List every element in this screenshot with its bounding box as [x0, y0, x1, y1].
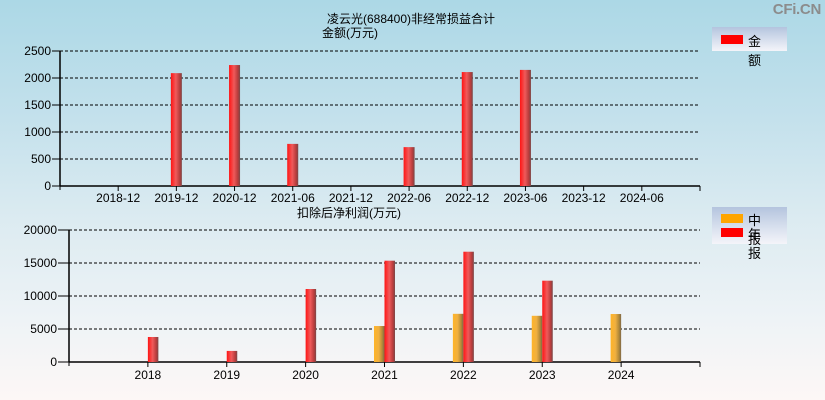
y-tick-label: 0: [50, 355, 57, 369]
y-tick-label: 500: [31, 152, 51, 166]
x-tick-label: 2020-12: [213, 191, 257, 205]
y-tick-label: 2500: [24, 44, 51, 58]
legend-swatch-red: [721, 35, 743, 44]
bar-年报-2021[interactable]: [384, 260, 396, 362]
chart-title: 凌云光(688400)非经常损益合计: [326, 12, 496, 26]
y-tick-label: 20000: [24, 223, 58, 237]
bar-金额-2019-12[interactable]: [170, 73, 182, 186]
x-tick-label: 2018: [135, 368, 162, 382]
legend-label: 金额: [748, 34, 762, 68]
x-tick-label: 2019-12: [154, 191, 198, 205]
bar-中报-2022[interactable]: [452, 313, 464, 362]
x-tick-label: 2023-06: [503, 191, 547, 205]
x-tick-label: 2018-12: [96, 191, 140, 205]
legend-swatch-red: [721, 228, 743, 237]
bar-年报-2020[interactable]: [305, 289, 317, 362]
bar-金额-2022-06[interactable]: [403, 147, 415, 186]
top-chart: 0 500 1000 1500 2000 2500 2018-12 2019-12 2020-1…: [24, 44, 701, 205]
x-tick-label: 2023-12: [562, 191, 606, 205]
x-tick-label: 2021-06: [271, 191, 315, 205]
x-tick-label: 2023: [529, 368, 556, 382]
legend-label: 中报: [748, 213, 762, 247]
bar-中报-2024[interactable]: [610, 314, 622, 362]
bar-金额-2021-06[interactable]: [287, 143, 299, 186]
x-tick-label: 2022-06: [387, 191, 431, 205]
y-tick-label: 15000: [24, 256, 58, 270]
legend-swatch-orange: [721, 214, 743, 223]
bar-金额-2022-12[interactable]: [461, 72, 473, 186]
y-tick-label: 0: [44, 179, 51, 193]
x-tick-label: 2020: [292, 368, 319, 382]
bar-中报-2021[interactable]: [374, 326, 385, 362]
y-tick-label: 1500: [24, 98, 51, 112]
bar-金额-2020-12[interactable]: [229, 65, 241, 186]
bar-年报-2019[interactable]: [226, 350, 238, 362]
watermark-logo: CFi.CN: [772, 1, 822, 18]
x-tick-label: 2019: [213, 368, 240, 382]
legend-label: 年报: [748, 227, 762, 261]
x-tick-label: 2024: [608, 368, 635, 382]
bar-中报-2023[interactable]: [531, 315, 543, 362]
bar-年报-2022[interactable]: [463, 251, 474, 362]
bottom-chart: 0 5000 10000 15000 20000 2018 2019 2020 2021 2022…: [24, 223, 701, 382]
y-tick-label: 2000: [24, 71, 51, 85]
y-tick-label: 5000: [30, 322, 57, 336]
bar-年报-2023[interactable]: [542, 280, 553, 362]
y-tick-label: 1000: [24, 125, 51, 139]
x-tick-label: 2022-12: [445, 191, 489, 205]
x-tick-label: 2024-06: [620, 191, 664, 205]
bar-金额-2023-06[interactable]: [519, 69, 531, 186]
x-tick-label: 2021: [371, 368, 398, 382]
bottom-chart-legend: 中报 年报: [712, 207, 787, 261]
bar-年报-2018[interactable]: [147, 336, 159, 362]
y-tick-label: 10000: [24, 289, 58, 303]
x-tick-label: 2021-12: [329, 191, 373, 205]
x-tick-label: 2022: [450, 368, 477, 382]
bottom-chart-subtitle: 扣除后净利润(万元): [297, 206, 401, 220]
top-chart-legend: 金额: [712, 27, 787, 68]
top-chart-subtitle: 金额(万元): [322, 26, 378, 40]
